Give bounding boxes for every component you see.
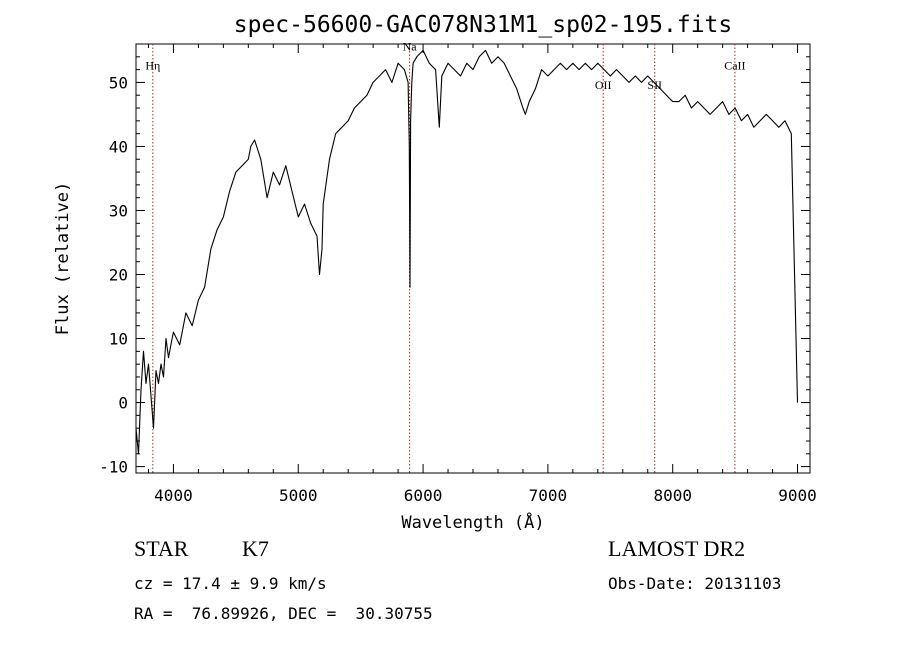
coordinates-text: RA = 76.89926, DEC = 30.30755 [134, 604, 433, 623]
spectrum-line [135, 49, 799, 455]
x-axis-label: Wavelength (Å) [401, 511, 544, 533]
y-tick-label: 30 [109, 201, 128, 220]
x-tick-label: 4000 [154, 486, 193, 505]
spectral-line-label: SII [647, 78, 662, 92]
x-tick-label: 6000 [404, 486, 443, 505]
spectral-line-label: CaII [724, 59, 745, 73]
x-tick-label: 9000 [778, 486, 817, 505]
survey-label: LAMOST DR2 [608, 536, 746, 561]
x-tick-label: 5000 [279, 486, 318, 505]
y-tick-label: 40 [109, 137, 128, 156]
y-tick-label: 0 [118, 394, 128, 413]
x-tick-label: 8000 [653, 486, 692, 505]
x-tick-label: 7000 [529, 486, 568, 505]
redshift-text: cz = 17.4 ± 9.9 km/s [134, 574, 327, 593]
y-axis-label: Flux (relative) [53, 182, 73, 336]
observation-date: Obs-Date: 20131103 [608, 574, 782, 593]
y-tick-label: 20 [109, 266, 128, 285]
spectral-line-label: OII [595, 78, 612, 92]
plot-frame [135, 43, 811, 474]
spectral-line-label: Hη [145, 59, 160, 73]
spectral-subclass: K7 [242, 536, 269, 561]
object-type: STAR [134, 536, 189, 561]
y-tick-label: 10 [109, 330, 128, 349]
chart-title: spec-56600-GAC078N31M1_sp02-195.fits [234, 12, 733, 38]
y-tick-label: 50 [109, 73, 128, 92]
spectral-line-label: Na [403, 39, 418, 53]
y-tick-label: -10 [99, 458, 128, 477]
